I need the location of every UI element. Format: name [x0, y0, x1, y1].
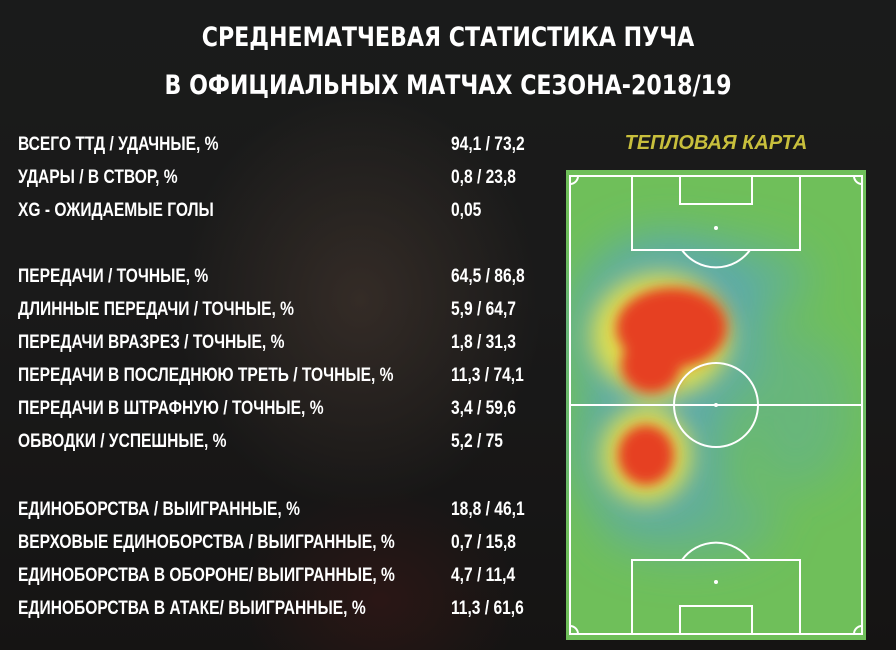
stat-row-box-passes: ПЕРЕДАЧИ В ШТРАФНУЮ / ТОЧНЫЕ, % 3,4 / 59… [18, 394, 558, 424]
stat-value: 0,05 [451, 200, 482, 221]
stat-row-dribbles: ОБВОДКИ / УСПЕШНЫЕ, % 5,2 / 75 [18, 427, 558, 457]
title-line-2: В ОФИЦИАЛЬНЫХ МАТЧАХ СЕЗОНА-2018/19 [164, 70, 732, 101]
stat-row-xg: XG - ОЖИДАЕМЫЕ ГОЛЫ 0,05 [18, 196, 558, 226]
stat-row-passes: ПЕРЕДАЧИ / ТОЧНЫЕ, % 64,5 / 86,8 [18, 262, 558, 292]
pitch-svg [566, 170, 866, 640]
stat-row-touches: ВСЕГО ТТД / УДАЧНЫЕ, % 94,1 / 73,2 [18, 130, 558, 160]
stat-label: ВЕРХОВЫЕ ЕДИНОБОРСТВА / ВЫИГРАННЫЕ, % [18, 532, 395, 553]
stat-row-attacking-duels: ЕДИНОБОРСТВА В АТАКЕ/ ВЫИГРАННЫЕ, % 11,3… [18, 594, 558, 624]
stat-label: ЕДИНОБОРСТВА / ВЫИГРАННЫЕ, % [18, 499, 300, 520]
stat-row-final-third-passes: ПЕРЕДАЧИ В ПОСЛЕДНЮЮ ТРЕТЬ / ТОЧНЫЕ, % 1… [18, 361, 558, 391]
stat-value: 5,2 / 75 [451, 431, 503, 452]
stat-label: ОБВОДКИ / УСПЕШНЫЕ, % [18, 431, 227, 452]
pitch-lines [569, 175, 863, 635]
stat-label: УДАРЫ / В СТВОР, % [18, 167, 178, 188]
stat-value: 0,7 / 15,8 [451, 532, 516, 553]
center-spot [714, 403, 718, 407]
stat-value: 11,3 / 61,6 [451, 598, 524, 619]
stat-label: ПЕРЕДАЧИ В ПОСЛЕДНЮЮ ТРЕТЬ / ТОЧНЫЕ, % [18, 365, 394, 386]
stat-label: ПЕРЕДАЧИ В ШТРАФНУЮ / ТОЧНЫЕ, % [18, 398, 324, 419]
stat-row-through-passes: ПЕРЕДАЧИ ВРАЗРЕЗ / ТОЧНЫЕ, % 1,8 / 31,3 [18, 328, 558, 358]
stat-row-aerial-duels: ВЕРХОВЫЕ ЕДИНОБОРСТВА / ВЫИГРАННЫЕ, % 0,… [18, 528, 558, 558]
penalty-spot-top [714, 226, 718, 230]
stat-value: 18,8 / 46,1 [451, 499, 525, 520]
stat-value: 64,5 / 86,8 [451, 266, 525, 287]
stat-row-shots: УДАРЫ / В СТВОР, % 0,8 / 23,8 [18, 163, 558, 193]
stat-label: ВСЕГО ТТД / УДАЧНЫЕ, % [18, 134, 219, 155]
stat-value: 3,4 / 59,6 [451, 398, 516, 419]
stat-label: ДЛИННЫЕ ПЕРЕДАЧИ / ТОЧНЫЕ, % [18, 299, 294, 320]
stat-value: 5,9 / 64,7 [451, 299, 516, 320]
heatmap-pitch [566, 170, 866, 640]
stat-label: ЕДИНОБОРСТВА В АТАКЕ/ ВЫИГРАННЫЕ, % [18, 598, 366, 619]
stat-row-defensive-duels: ЕДИНОБОРСТВА В ОБОРОНЕ/ ВЫИГРАННЫЕ, % 4,… [18, 561, 558, 591]
stat-row-duels: ЕДИНОБОРСТВА / ВЫИГРАННЫЕ, % 18,8 / 46,1 [18, 495, 558, 525]
heat-zone-high [616, 288, 726, 485]
stat-label: ПЕРЕДАЧИ / ТОЧНЫЕ, % [18, 266, 209, 287]
heatmap-title: ТЕПЛОВАЯ КАРТА [624, 132, 808, 154]
stat-value: 11,3 / 74,1 [451, 365, 524, 386]
stat-label: ПЕРЕДАЧИ ВРАЗРЕЗ / ТОЧНЫЕ, % [18, 332, 285, 353]
stat-value: 94,1 / 73,2 [451, 134, 525, 155]
stat-value: 0,8 / 23,8 [451, 167, 516, 188]
stat-value: 4,7 / 11,4 [451, 565, 516, 586]
penalty-spot-bottom [714, 580, 718, 584]
stat-label: XG - ОЖИДАЕМЫЕ ГОЛЫ [18, 200, 214, 221]
stat-label: ЕДИНОБОРСТВА В ОБОРОНЕ/ ВЫИГРАННЫЕ, % [18, 565, 395, 586]
stat-row-long-passes: ДЛИННЫЕ ПЕРЕДАЧИ / ТОЧНЫЕ, % 5,9 / 64,7 [18, 295, 558, 325]
stat-value: 1,8 / 31,3 [451, 332, 516, 353]
title-line-1: СРЕДНЕМАТЧЕВАЯ СТАТИСТИКА ПУЧА [201, 22, 695, 53]
